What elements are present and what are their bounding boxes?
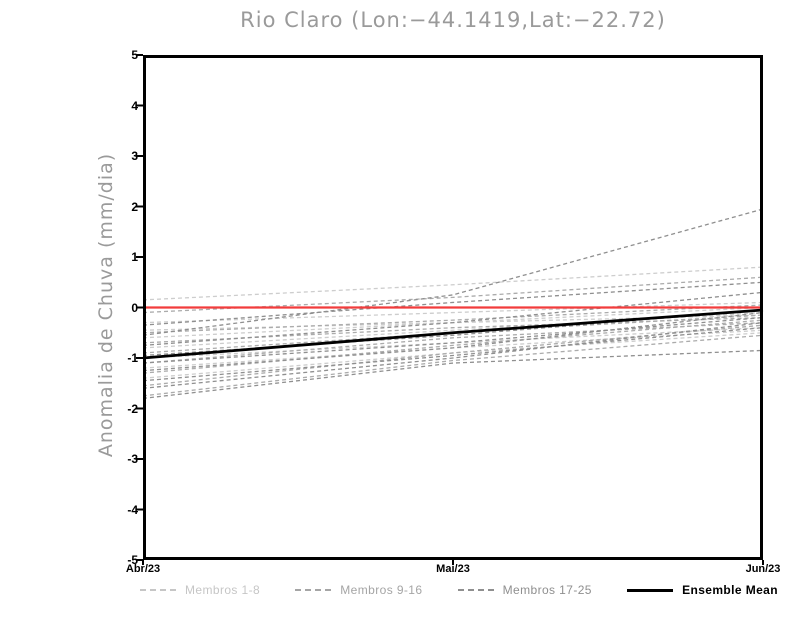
legend-item-ensemble-mean: Ensemble Mean <box>627 583 778 597</box>
legend-item-membros-17-25: Membros 17-25 <box>457 583 592 597</box>
x-tick-label: Mai/23 <box>436 563 470 575</box>
member-line-18 <box>142 208 764 336</box>
plot-area <box>136 54 764 565</box>
y-tick-label: -4 <box>127 502 138 517</box>
member-line-9 <box>142 276 764 314</box>
member-line-23 <box>142 327 764 382</box>
x-tick-label: Abr/23 <box>125 563 161 575</box>
member-line-14 <box>142 319 764 374</box>
member-line-17 <box>142 281 764 326</box>
y-tick-label: -1 <box>127 351 138 365</box>
member-line-2 <box>142 301 764 324</box>
member-line-11 <box>142 316 764 344</box>
y-tick-label: -5 <box>127 553 138 567</box>
legend-label-ensemble-mean: Ensemble Mean <box>682 583 778 597</box>
y-tick-label: 3 <box>131 149 138 163</box>
member-line-1 <box>142 266 764 301</box>
member-line-22 <box>142 311 764 372</box>
member-line-16 <box>142 334 764 397</box>
y-tick-label: 2 <box>131 199 138 214</box>
legend: Membros 1-8 Membros 9-16 Membros 17-25 Ense… <box>140 583 778 597</box>
legend-swatch-membros-17-25 <box>457 589 494 591</box>
y-tick-label: 0 <box>131 300 138 315</box>
y-tick-label: -2 <box>127 401 138 416</box>
legend-item-membros-9-16: Membros 9-16 <box>295 583 422 597</box>
member-line-21 <box>142 316 764 364</box>
chart-title: Rio Claro (Lon:−44.1419,Lat:−22.72) <box>240 8 666 32</box>
member-line-13 <box>142 322 764 364</box>
member-line-5 <box>142 311 764 349</box>
member-line-25 <box>142 349 764 400</box>
x-tick-label: Jun/23 <box>745 563 781 575</box>
ensemble-mean-line <box>142 308 764 360</box>
legend-swatch-membros-1-8 <box>140 589 176 591</box>
legend-label-membros-17-25: Membros 17-25 <box>502 583 592 597</box>
member-line-24 <box>142 322 764 389</box>
y-tick-label: 1 <box>131 250 138 264</box>
legend-item-membros-1-8: Membros 1-8 <box>140 583 260 597</box>
y-tick-label: 5 <box>131 48 138 62</box>
legend-label-membros-9-16: Membros 9-16 <box>340 583 423 597</box>
y-tick-label: 4 <box>131 98 138 113</box>
plot-frame <box>143 55 763 560</box>
legend-label-membros-1-8: Membros 1-8 <box>185 583 261 597</box>
legend-swatch-ensemble-mean <box>627 588 674 592</box>
y-tick-label: -3 <box>127 452 138 466</box>
member-line-10 <box>142 304 764 334</box>
member-line-19 <box>142 291 764 347</box>
legend-swatch-membros-9-16 <box>295 589 332 591</box>
